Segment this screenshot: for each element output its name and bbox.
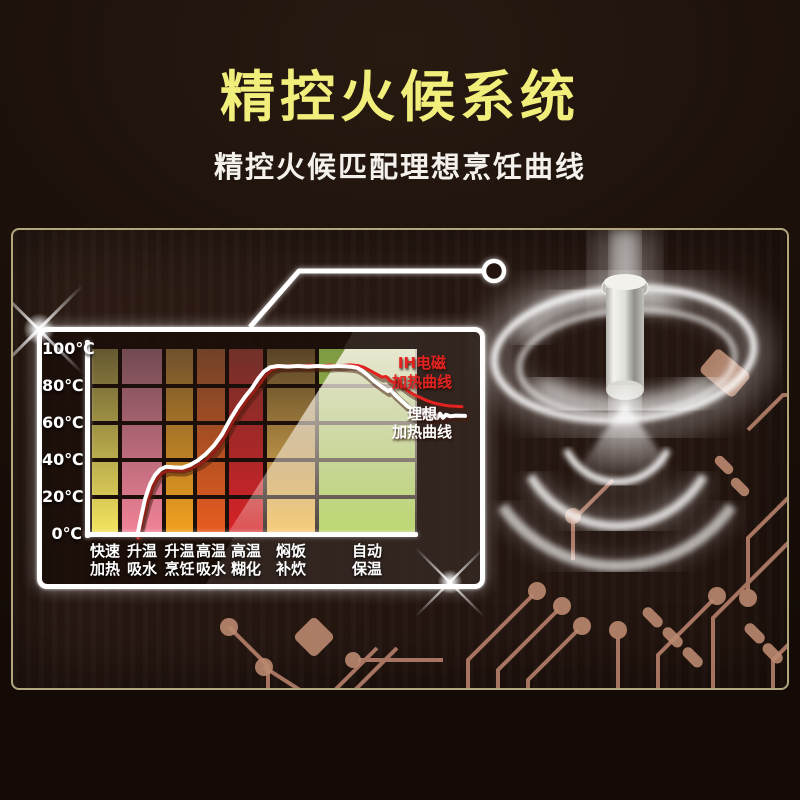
callout-line (248, 268, 482, 329)
x-category-label: 升温 烹饪 (164, 542, 195, 578)
temperature-chart: 0℃ 20℃ 40℃ 60℃ 80℃ 100℃ 快速 加热 升温 吸水 升温 烹饪 高温 吸水高… (13, 284, 486, 618)
y-tick-label: 20℃ (42, 487, 84, 506)
ih-coil-illustration (480, 230, 768, 578)
x-category-label: 快速 加热 (89, 542, 121, 578)
y-tick-label: 60℃ (42, 413, 84, 432)
x-axis: 快速 加热 升温 吸水 升温 烹饪 高温 吸水 高温 糊化 焖饭 补炊 自动 保温 (42, 542, 480, 584)
y-axis-line (85, 340, 90, 538)
x-category-label: 高温 吸水 (195, 542, 227, 578)
x-axis-line (85, 532, 418, 537)
page-subtitle: 精控火候匹配理想烹饪曲线 (213, 150, 586, 184)
x-category-label: 自动 保温 (351, 542, 383, 578)
curve-legend: IH电磁 加热曲线 理想 加热曲线 (376, 354, 468, 442)
legend-label: 理想 加热曲线 (391, 404, 452, 442)
circuit-lines (227, 393, 787, 688)
callout (248, 258, 507, 329)
column-1 (92, 349, 118, 534)
y-tick-label: 100℃ (42, 339, 95, 358)
x-category-label: 高温 糊化 (230, 542, 262, 578)
column-3 (166, 349, 193, 534)
callout-ring (481, 258, 507, 284)
y-tick-label: 0℃ (51, 524, 82, 543)
column-2 (122, 349, 162, 534)
page-title: 精控火候系统 (219, 65, 580, 129)
x-category-label: 焖饭 补炊 (275, 542, 307, 578)
chart-plot-area (90, 349, 470, 544)
legend-label: IH电磁 加热曲线 (391, 354, 452, 391)
circuit-board-traces (220, 349, 787, 688)
x-category-label: 升温 吸水 (126, 542, 158, 578)
y-tick-label: 80℃ (42, 376, 84, 395)
y-tick-label: 40℃ (42, 450, 84, 469)
header: 精控火候系统 精控火候匹配理想烹饪曲线 (0, 0, 800, 186)
heat-wave-arcs (493, 402, 741, 578)
temperature-sensor-cylinder (601, 274, 649, 416)
feature-panel: 0℃ 20℃ 40℃ 60℃ 80℃ 100℃ 快速 加热 升温 吸水 升温 烹饪 高温 吸水高… (11, 228, 789, 690)
